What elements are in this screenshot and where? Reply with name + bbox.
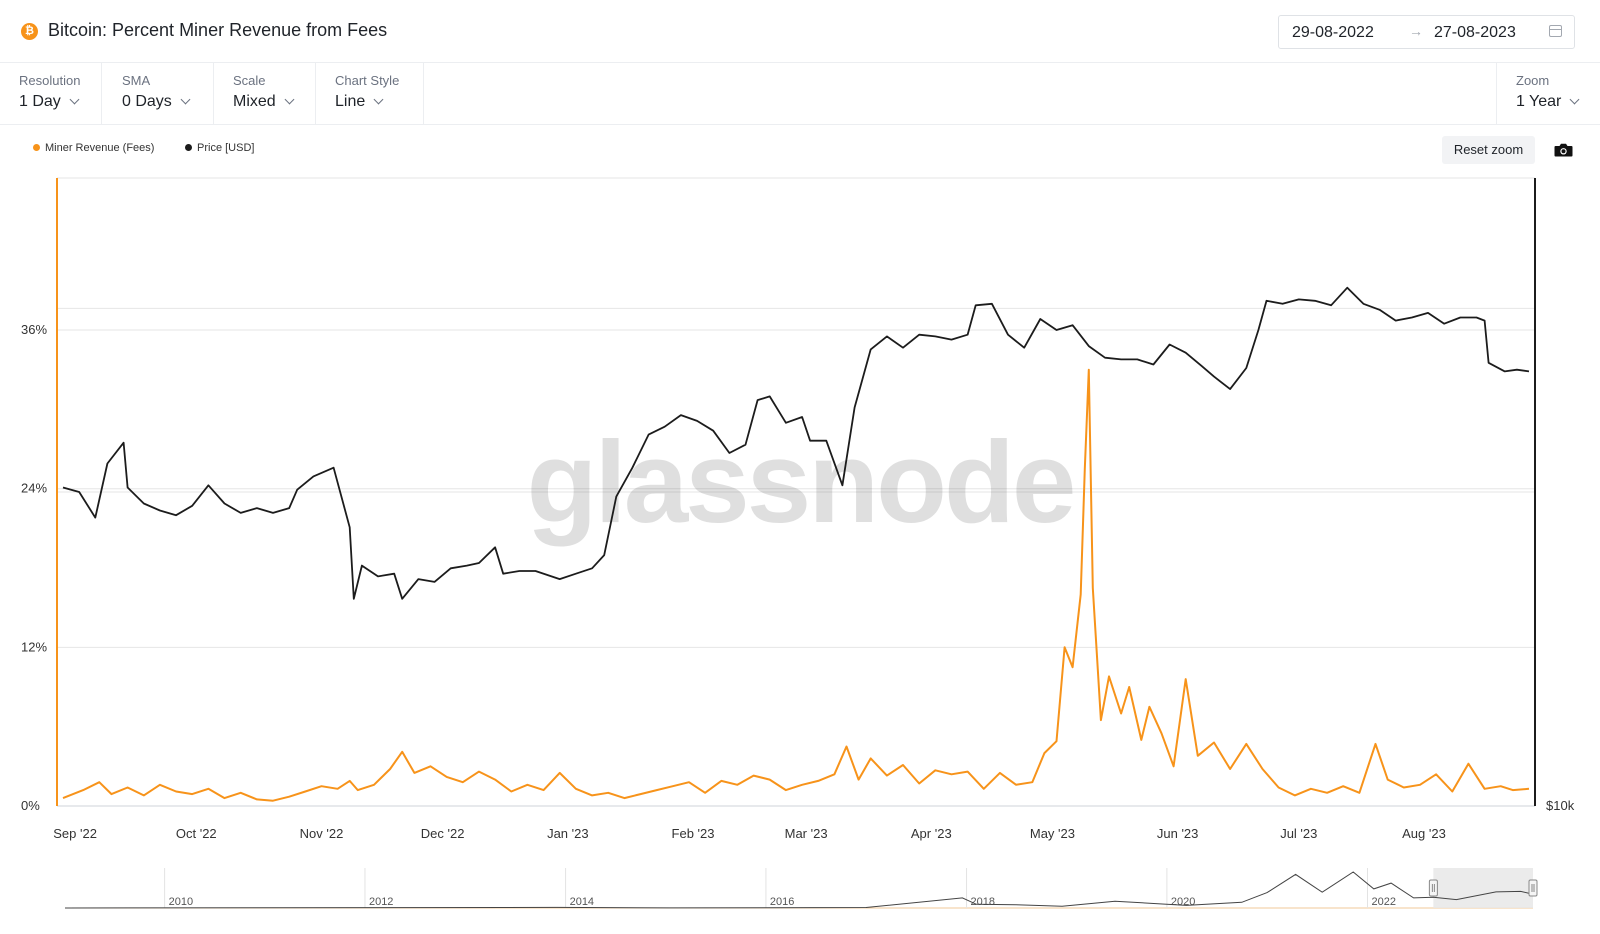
scale-dropdown[interactable]: Scale Mixed — [214, 62, 316, 124]
x-tick-label: Oct '22 — [176, 826, 217, 841]
grid-lines — [57, 177, 1535, 648]
navigator-year-label: 2018 — [971, 896, 995, 908]
resolution-label: Resolution — [19, 73, 81, 88]
x-tick-label: Dec '22 — [421, 826, 465, 841]
calendar-icon[interactable] — [1549, 25, 1562, 37]
axes — [56, 178, 1536, 807]
bitcoin-icon: ₿ — [21, 23, 38, 40]
zoom-value: 1 Year — [1516, 93, 1562, 110]
x-tick-label: Mar '23 — [785, 826, 828, 841]
y-tick-label: 0% — [21, 798, 40, 813]
zoom-dropdown[interactable]: Zoom 1 Year — [1496, 62, 1600, 124]
series-layer — [62, 286, 1530, 802]
legend-item-fees[interactable]: Miner Revenue (Fees) — [33, 142, 154, 154]
y-right-tick-label: $10k — [1546, 798, 1575, 813]
legend-item-price[interactable]: Price [USD] — [185, 142, 254, 154]
x-tick-label: Jan '23 — [547, 826, 589, 841]
x-tick-label: Sep '22 — [53, 826, 97, 841]
chart-style-dropdown[interactable]: Chart Style Line — [316, 62, 424, 124]
y-tick-label: 12% — [21, 639, 47, 654]
x-tick-label: Apr '23 — [911, 826, 952, 841]
arrow-right-icon: → — [1409, 23, 1423, 39]
y-tick-label: 36% — [21, 322, 47, 337]
legend-label-fees: Miner Revenue (Fees) — [45, 142, 155, 154]
chart-controls: Resolution 1 Day SMA 0 Days Scale Mixed … — [0, 62, 1600, 125]
navigator-year-label: 2016 — [770, 896, 794, 908]
date-to[interactable]: 27-08-2023 — [1434, 24, 1516, 41]
sma-dropdown[interactable]: SMA 0 Days — [103, 62, 214, 124]
x-tick-label: Aug '23 — [1402, 826, 1446, 841]
y-tick-label: 24% — [21, 481, 47, 496]
scale-label: Scale — [233, 73, 266, 88]
chart-style-label: Chart Style — [335, 73, 400, 88]
tick-labels: 0% 12% 24% 36% $10k Sep '22 Oct '22 Nov '22 Dec … — [21, 322, 1575, 841]
navigator-year-label: 2020 — [1171, 896, 1195, 908]
legend-dot-fees — [33, 144, 40, 151]
navigator-year-label: 2012 — [369, 896, 393, 908]
price-series-line[interactable] — [62, 286, 1530, 600]
fees-series-line[interactable] — [62, 368, 1530, 802]
navigator-year-label: 2010 — [169, 896, 193, 908]
resolution-dropdown[interactable]: Resolution 1 Day — [0, 62, 102, 124]
reset-zoom-button[interactable]: Reset zoom — [1442, 136, 1535, 164]
navigator-year-label: 2014 — [570, 896, 594, 908]
zoom-label: Zoom — [1516, 73, 1550, 88]
date-from[interactable]: 29-08-2022 — [1292, 24, 1374, 41]
page-title: Bitcoin: Percent Miner Revenue from Fees — [48, 20, 388, 40]
glassnode-watermark: glassnode — [527, 417, 1074, 547]
navigator-handle-left[interactable] — [1428, 879, 1438, 897]
camera-icon[interactable] — [1554, 143, 1573, 157]
chart-style-value: Line — [335, 93, 366, 110]
navigator-handle-right[interactable] — [1528, 879, 1538, 897]
scale-value: Mixed — [233, 93, 276, 110]
sma-label: SMA — [122, 73, 151, 88]
navigator-year-label: 2022 — [1372, 896, 1396, 908]
x-tick-label: Jun '23 — [1157, 826, 1199, 841]
x-tick-label: Jul '23 — [1280, 826, 1317, 841]
x-tick-label: May '23 — [1030, 826, 1075, 841]
legend-label-price: Price [USD] — [197, 142, 255, 154]
sma-value: 0 Days — [122, 93, 172, 110]
x-tick-label: Nov '22 — [300, 826, 344, 841]
range-navigator[interactable]: 2010 2012 2014 2016 2018 2020 2022 — [64, 868, 1538, 909]
legend-dot-price — [185, 144, 192, 151]
resolution-value: 1 Day — [19, 93, 61, 110]
x-tick-label: Feb '23 — [672, 826, 715, 841]
navigator-selection[interactable] — [1433, 868, 1533, 908]
chart-header: ₿ Bitcoin: Percent Miner Revenue from Fe… — [0, 0, 1600, 63]
date-range-picker[interactable]: 29-08-2022 → 27-08-2023 — [1278, 15, 1575, 49]
navigator-price-line — [64, 871, 1534, 909]
